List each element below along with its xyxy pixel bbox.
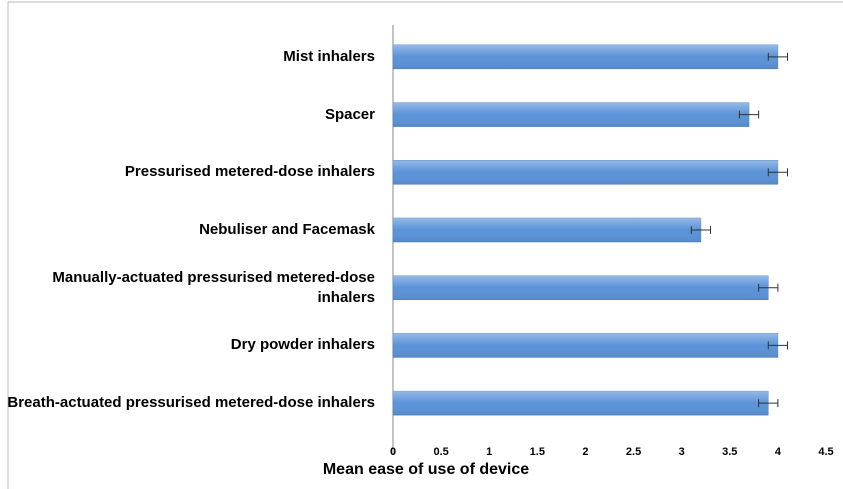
bar-shine <box>393 44 778 69</box>
x-tick-label: 2 <box>582 446 588 458</box>
bar-shine <box>393 275 769 300</box>
x-tick-label: 1.5 <box>530 446 545 458</box>
x-tick-label: 1 <box>486 446 492 458</box>
x-tick-label: 2.5 <box>626 446 641 458</box>
y-tick-label: Manually-actuated pressurised metered-do… <box>52 268 375 306</box>
x-tick-label: 0.5 <box>433 446 448 458</box>
bar-shine <box>393 160 778 185</box>
y-tick-label: Dry powder inhalers <box>230 336 375 354</box>
y-tick-label: Spacer <box>324 105 375 123</box>
bar-shine <box>393 391 769 416</box>
x-axis-label: Mean ease of use of device <box>323 461 529 478</box>
bar-shine <box>393 218 701 242</box>
x-tick-label: 3 <box>679 446 685 458</box>
x-tick-label: 4.5 <box>818 446 833 458</box>
y-tick-label: Mist inhalers <box>283 47 375 65</box>
y-tick-label: Nebuliser and Facemask <box>199 221 375 238</box>
y-tick-label: Pressurised metered-dose inhalers <box>124 163 375 181</box>
x-tick-label: 0 <box>390 446 396 458</box>
x-tick-label: 3.5 <box>722 446 737 458</box>
bar-shine <box>393 333 778 358</box>
y-tick-label: Breath-actuated pressurised metered-dose… <box>7 394 375 412</box>
bar-shine <box>393 102 750 127</box>
x-tick-label: 4 <box>775 446 782 458</box>
